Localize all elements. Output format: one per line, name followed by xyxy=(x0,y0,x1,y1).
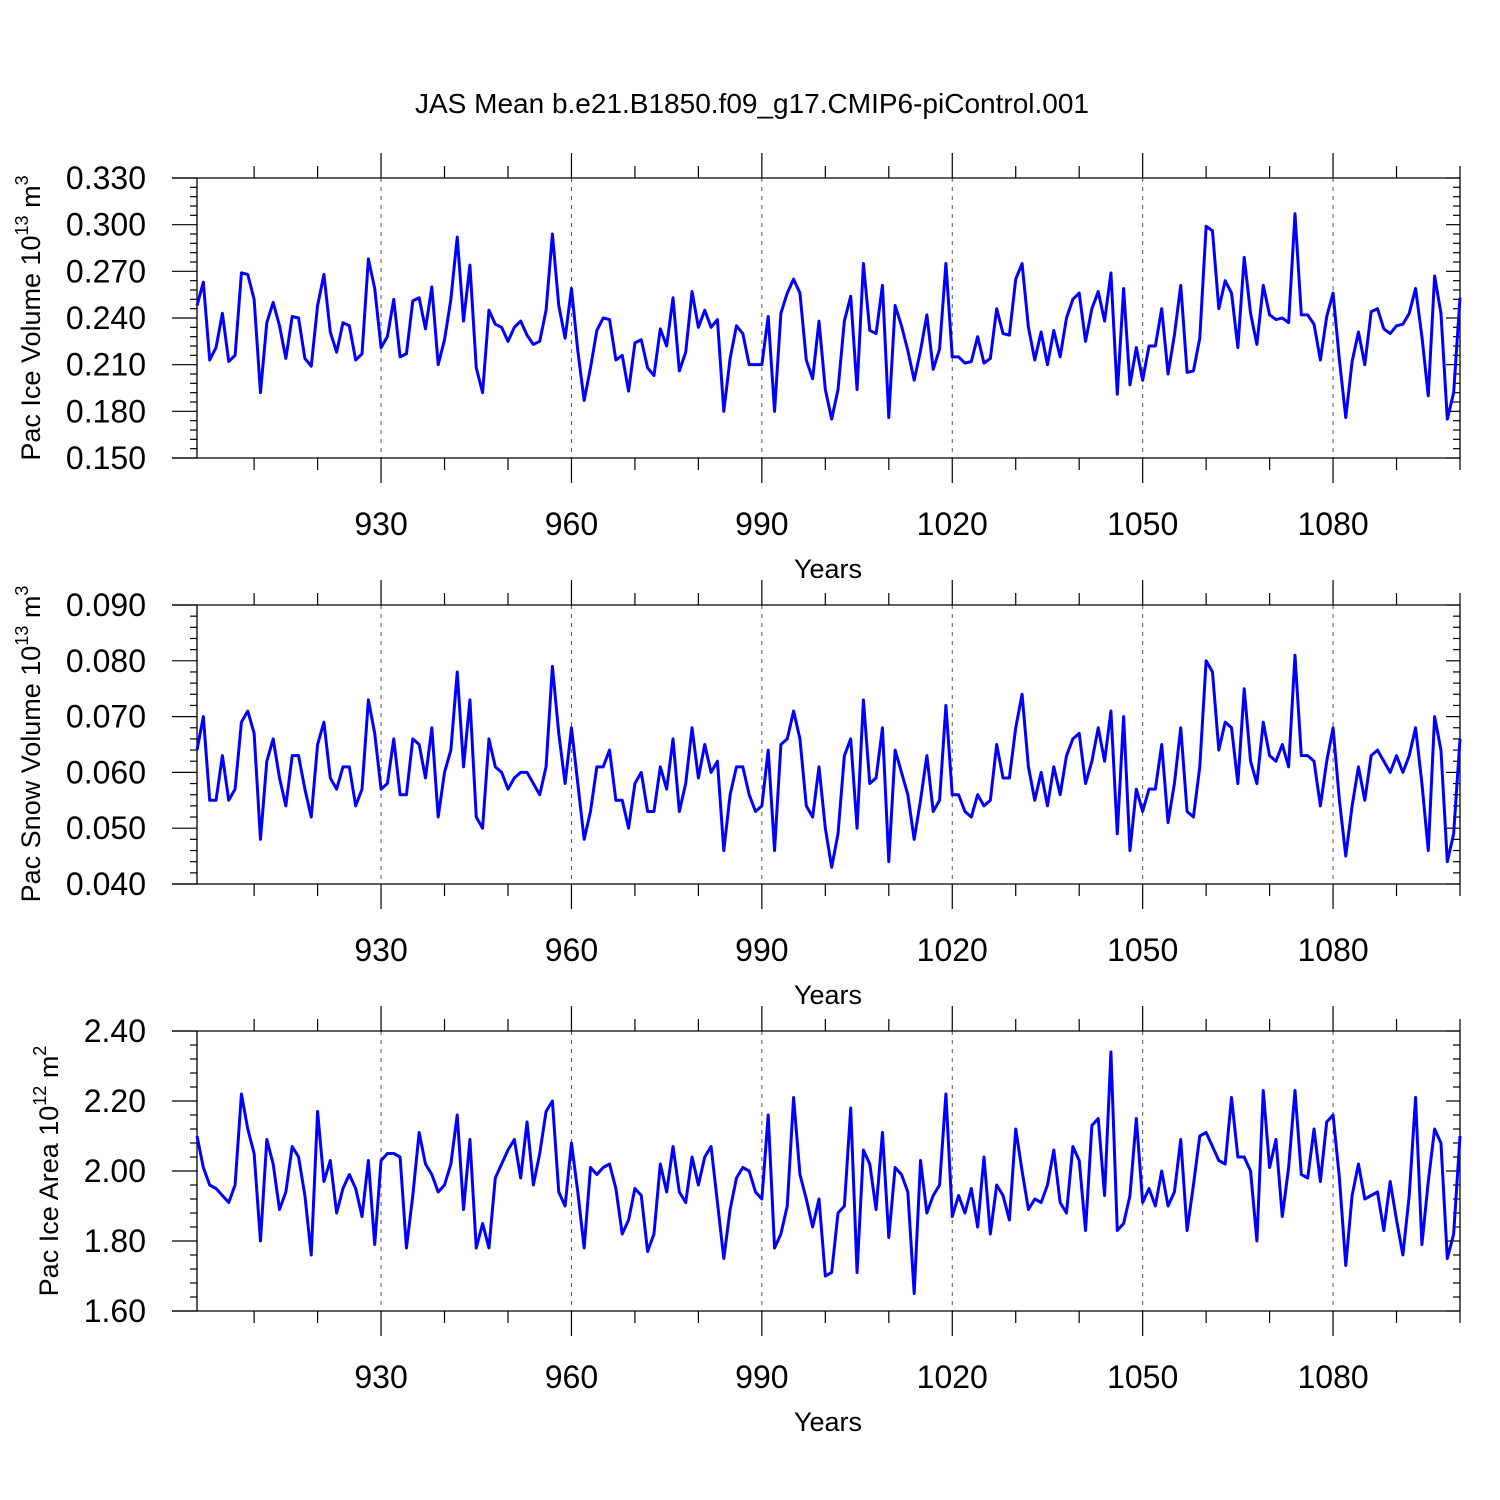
snow-volume-y-tick-label: 0.050 xyxy=(66,810,146,846)
ice-volume-y-axis-title-exponent: 13 xyxy=(12,215,32,235)
snow-volume-x-tick-label: 1050 xyxy=(1107,932,1178,968)
ice-volume-x-tick-label: 1080 xyxy=(1297,506,1368,542)
snow-volume-x-tick-label: 960 xyxy=(545,932,598,968)
ice-area-y-axis-title-unit-exponent: 2 xyxy=(30,1046,50,1056)
ice-volume-series-line xyxy=(195,212,1462,421)
ice-volume-x-tick-label: 1020 xyxy=(917,506,988,542)
snow-volume-y-axis-title: Pac Snow Volume 1013 m3 xyxy=(12,586,46,903)
snow-volume-y-tick-label: 0.040 xyxy=(66,866,146,902)
ice-volume-y-tick-label: 0.330 xyxy=(66,160,146,196)
ice-area-series-line xyxy=(195,1050,1462,1295)
snow-volume-y-tick-label: 0.060 xyxy=(66,754,146,790)
ice-area-x-tick-label: 1080 xyxy=(1297,1359,1368,1395)
snow-volume-y-axis-title-unit: m xyxy=(16,596,46,626)
ice-volume-x-tick-label: 960 xyxy=(545,506,598,542)
ice-area-x-tick-label: 930 xyxy=(354,1359,407,1395)
snow-volume-y-axis-title-exponent: 13 xyxy=(12,626,32,646)
snow-volume-y-tick-label: 0.080 xyxy=(66,643,146,679)
ice-volume-x-tick-label: 990 xyxy=(735,506,788,542)
snow-volume-x-tick-label: 1080 xyxy=(1297,932,1368,968)
ice-area-y-axis-title-text: Pac Ice Area 10 xyxy=(34,1106,64,1297)
ice-area-y-tick-label: 2.40 xyxy=(84,1013,146,1049)
ice-area-x-tick-label: 990 xyxy=(735,1359,788,1395)
ice-volume-x-axis-title: Years xyxy=(794,554,862,584)
ice-area-x-tick-label: 1020 xyxy=(917,1359,988,1395)
ice-area-y-tick-label: 2.20 xyxy=(84,1083,146,1119)
ice-volume-y-tick-label: 0.300 xyxy=(66,207,146,243)
snow-volume-y-axis-title-unit-exponent: 3 xyxy=(12,586,32,596)
snow-volume-y-tick-label: 0.070 xyxy=(66,699,146,735)
ice-volume-y-tick-label: 0.210 xyxy=(66,347,146,383)
ice-volume-y-axis-title-text: Pac Ice Volume 10 xyxy=(16,235,46,460)
figure-title: JAS Mean b.e21.B1850.f09_g17.CMIP6-piCon… xyxy=(415,88,1089,119)
ice-volume-y-axis-title: Pac Ice Volume 1013 m3 xyxy=(12,175,46,460)
ice-volume-y-tick-label: 0.270 xyxy=(66,253,146,289)
ice-area-x-tick-label: 1050 xyxy=(1107,1359,1178,1395)
snow-volume-panel: 930 960 990 1020 1050 1080 Years 0.040 0.050 0.06… xyxy=(12,580,1462,1010)
ice-area-x-axis-title: Years xyxy=(794,1407,862,1437)
ice-area-y-axis-title-exponent: 12 xyxy=(30,1086,50,1106)
ice-area-y-tick-label: 1.80 xyxy=(84,1223,146,1259)
ice-area-y-tick-label: 1.60 xyxy=(84,1293,146,1329)
ice-volume-y-axis-title-unit: m xyxy=(16,185,46,215)
ice-volume-panel: 930 960 990 1020 1050 1080 Years 0.150 0.180 0.21… xyxy=(12,153,1462,584)
ice-volume-x-tick-label: 930 xyxy=(354,506,407,542)
snow-volume-x-tick-label: 1020 xyxy=(917,932,988,968)
snow-volume-x-axis-title: Years xyxy=(794,980,862,1010)
ice-volume-y-axis-title-unit-exponent: 3 xyxy=(12,175,32,185)
ice-area-y-axis-title-unit: m xyxy=(34,1056,64,1086)
ice-volume-x-tick-label: 1050 xyxy=(1107,506,1178,542)
ice-area-y-tick-label: 2.00 xyxy=(84,1153,146,1189)
ice-volume-y-tick-label: 0.150 xyxy=(66,440,146,476)
snow-volume-x-tick-label: 990 xyxy=(735,932,788,968)
snow-volume-y-axis-title-text: Pac Snow Volume 10 xyxy=(16,646,46,903)
snow-volume-series-line xyxy=(195,653,1462,869)
ice-area-y-axis-title: Pac Ice Area 1012 m2 xyxy=(30,1046,64,1297)
snow-volume-x-tick-label: 930 xyxy=(354,932,407,968)
ice-volume-y-tick-label: 0.240 xyxy=(66,300,146,336)
ice-volume-y-tick-label: 0.180 xyxy=(66,393,146,429)
snow-volume-y-tick-label: 0.090 xyxy=(66,587,146,623)
ice-area-x-tick-label: 960 xyxy=(545,1359,598,1395)
ice-area-panel: 930 960 990 1020 1050 1080 Years 1.60 1.80 2.00 2.… xyxy=(30,1006,1462,1437)
